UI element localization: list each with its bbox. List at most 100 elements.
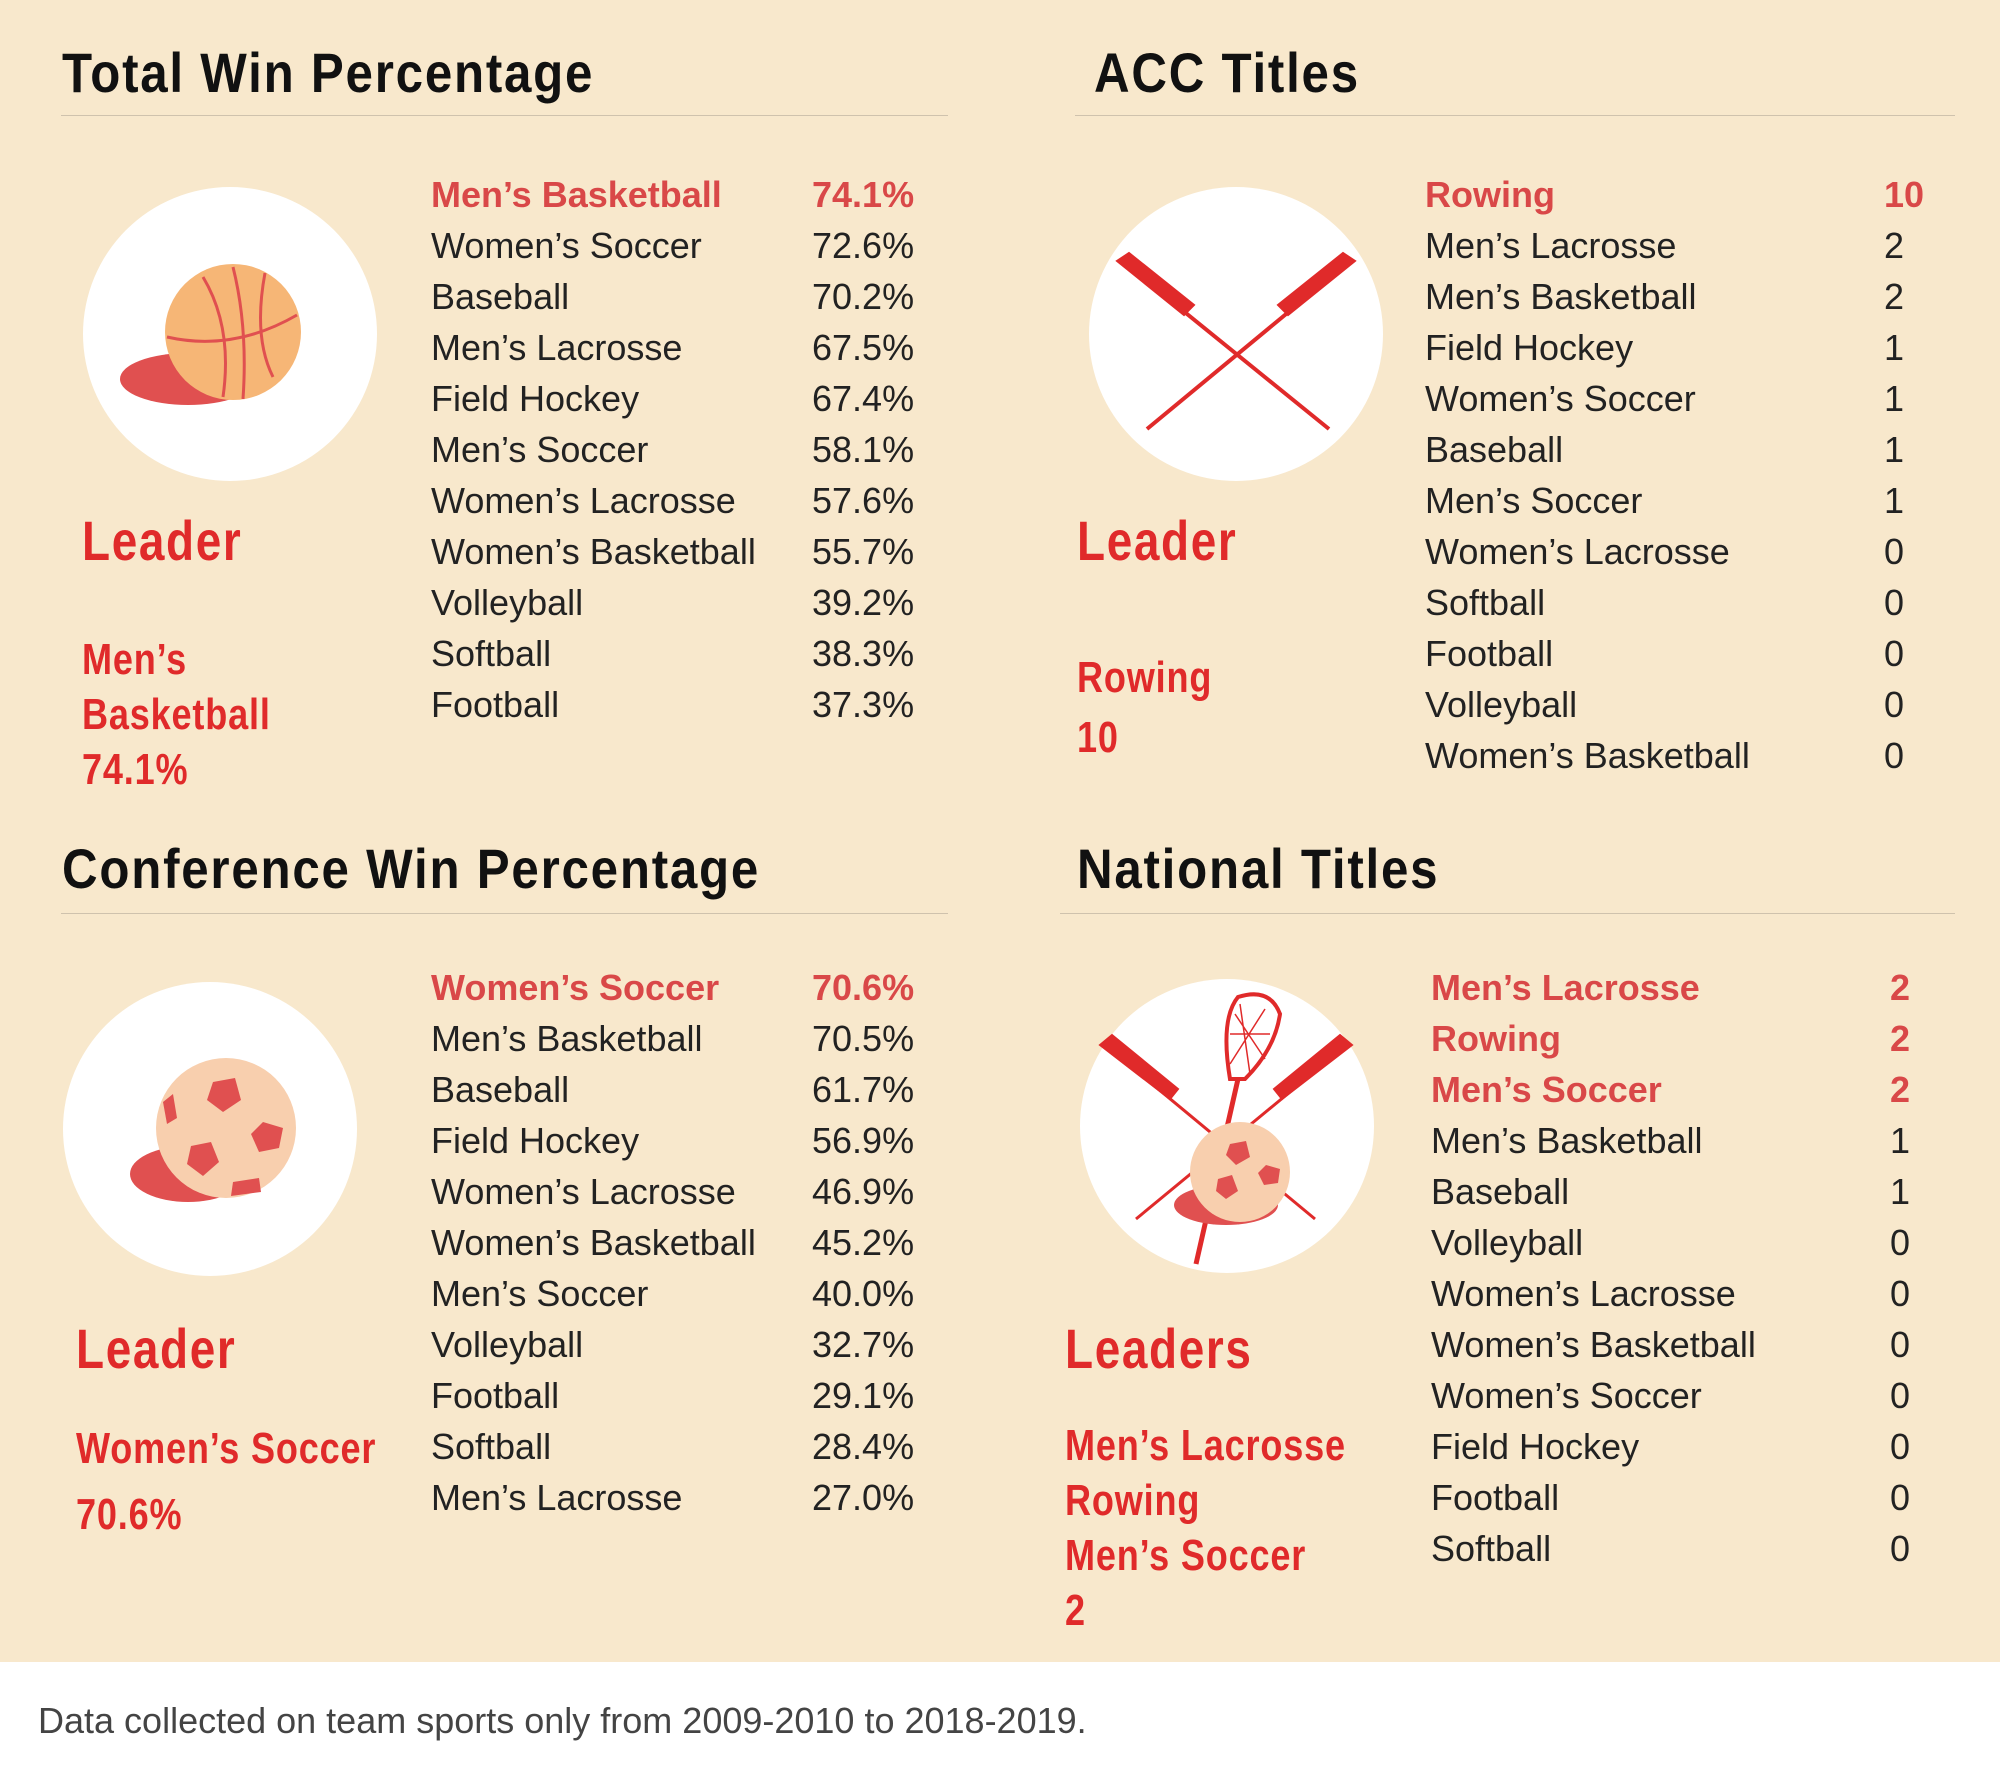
leader-label: Leader [76, 1317, 237, 1380]
sport-value: 70.5% [812, 1018, 915, 1059]
leader-label: Leaders [1065, 1317, 1253, 1380]
sport-name: Women’s Soccer [1431, 1375, 1702, 1416]
sport-name: Football [1431, 1477, 1560, 1518]
sport-name: Baseball [431, 1069, 570, 1110]
sport-value: 61.7% [812, 1069, 915, 1110]
leader-line: 2 [1065, 1586, 1086, 1635]
sport-value: 27.0% [812, 1477, 915, 1518]
sport-value: 74.1% [812, 174, 915, 215]
lacrosse-oars-soccer-icon [1080, 979, 1374, 1273]
sport-name: Men’s Lacrosse [1425, 225, 1677, 266]
divider [1075, 115, 1955, 116]
sport-value: 10 [1884, 174, 1925, 215]
sport-name: Men’s Soccer [431, 1273, 649, 1314]
sport-value: 29.1% [812, 1375, 915, 1416]
sport-value: 0 [1884, 684, 1905, 725]
sport-name: Men’s Basketball [1425, 276, 1697, 317]
sport-value: 0 [1890, 1528, 1911, 1569]
leader-value: Women’s Soccer 70.6% [76, 1416, 442, 1548]
sport-name: Men’s Basketball [1431, 1120, 1703, 1161]
sport-name: Softball [431, 633, 552, 674]
section-title-conference-win: Conference Win Percentage [62, 837, 761, 900]
sport-value: 1 [1884, 327, 1905, 368]
sport-name: Men’s Basketball [431, 174, 722, 215]
sport-name: Softball [1425, 582, 1546, 623]
divider [61, 913, 948, 914]
leader-line: Men’s Soccer [1065, 1531, 1307, 1580]
sport-value: 37.3% [812, 684, 915, 725]
sport-name: Field Hockey [431, 378, 640, 419]
sport-name: Women’s Basketball [1425, 735, 1750, 776]
sport-value: 0 [1884, 735, 1905, 776]
sport-name: Men’s Lacrosse [431, 327, 683, 368]
crossed-oars-icon [1089, 187, 1383, 481]
sport-name: Volleyball [1431, 1222, 1584, 1263]
sport-name: Volleyball [431, 582, 584, 623]
sport-value: 0 [1890, 1375, 1911, 1416]
leader-line: Rowing [1065, 1476, 1201, 1525]
sport-value: 0 [1890, 1324, 1911, 1365]
sport-name: Women’s Basketball [431, 531, 756, 572]
sport-value: 58.1% [812, 429, 915, 470]
sport-value: 0 [1890, 1222, 1911, 1263]
sport-name: Football [431, 684, 560, 725]
sport-value: 56.9% [812, 1120, 915, 1161]
sport-value: 28.4% [812, 1426, 915, 1467]
sport-value: 0 [1884, 531, 1905, 572]
sport-name: Rowing [1431, 1018, 1561, 1059]
sport-value: 57.6% [812, 480, 915, 521]
leader-label: Leader [1077, 509, 1238, 572]
leader-line: 74.1% [82, 745, 189, 794]
sport-name: Volleyball [431, 1324, 584, 1365]
sport-name: Men’s Soccer [1431, 1069, 1662, 1110]
sport-value: 1 [1884, 480, 1905, 521]
sport-value: 70.2% [812, 276, 915, 317]
leader-line: 10 [1077, 713, 1119, 762]
sport-name: Women’s Soccer [431, 225, 702, 266]
sport-value: 0 [1890, 1477, 1911, 1518]
sport-name: Women’s Basketball [431, 1222, 756, 1263]
sport-name: Men’s Soccer [431, 429, 649, 470]
sport-name: Field Hockey [1431, 1426, 1640, 1467]
sport-value: 1 [1884, 429, 1905, 470]
sport-value: 2 [1884, 276, 1905, 317]
sport-value: 55.7% [812, 531, 915, 572]
sport-value: 40.0% [812, 1273, 915, 1314]
sport-name: Field Hockey [431, 1120, 640, 1161]
sport-value: 72.6% [812, 225, 915, 266]
section-title-total-win: Total Win Percentage [62, 41, 595, 104]
sport-name: Men’s Lacrosse [1431, 967, 1700, 1008]
leader-value: Rowing 10 [1077, 648, 1242, 768]
leader-line: Men’s [82, 635, 188, 684]
sport-value: 46.9% [812, 1171, 915, 1212]
sport-value: 2 [1890, 1069, 1911, 1110]
sport-name: Softball [431, 1426, 552, 1467]
sport-value: 0 [1884, 633, 1905, 674]
divider [61, 115, 948, 116]
sport-value: 2 [1890, 967, 1911, 1008]
sport-name: Baseball [431, 276, 570, 317]
sport-name: Volleyball [1425, 684, 1578, 725]
sport-value: 39.2% [812, 582, 915, 623]
leader-line: Rowing [1077, 653, 1213, 702]
sport-value: 1 [1890, 1120, 1911, 1161]
sport-value: 32.7% [812, 1324, 915, 1365]
sport-name: Women’s Soccer [1425, 378, 1696, 419]
sport-name: Women’s Soccer [431, 967, 720, 1008]
sport-value: 2 [1890, 1018, 1911, 1059]
leader-label: Leader [82, 509, 243, 572]
sport-value: 0 [1884, 582, 1905, 623]
sport-name: Women’s Basketball [1431, 1324, 1756, 1365]
leader-line: 70.6% [76, 1490, 183, 1539]
sport-name: Women’s Lacrosse [431, 1171, 736, 1212]
section-title-acc-titles: ACC Titles [1094, 41, 1360, 104]
sport-name: Women’s Lacrosse [431, 480, 736, 521]
sport-name: Football [1425, 633, 1554, 674]
leader-line: Men’s Lacrosse [1065, 1421, 1346, 1470]
sport-value: 0 [1890, 1426, 1911, 1467]
sport-value: 67.5% [812, 327, 915, 368]
sport-value: 38.3% [812, 633, 915, 674]
sport-name: Baseball [1425, 429, 1564, 470]
sport-value: 70.6% [812, 967, 915, 1008]
sport-name: Softball [1431, 1528, 1552, 1569]
